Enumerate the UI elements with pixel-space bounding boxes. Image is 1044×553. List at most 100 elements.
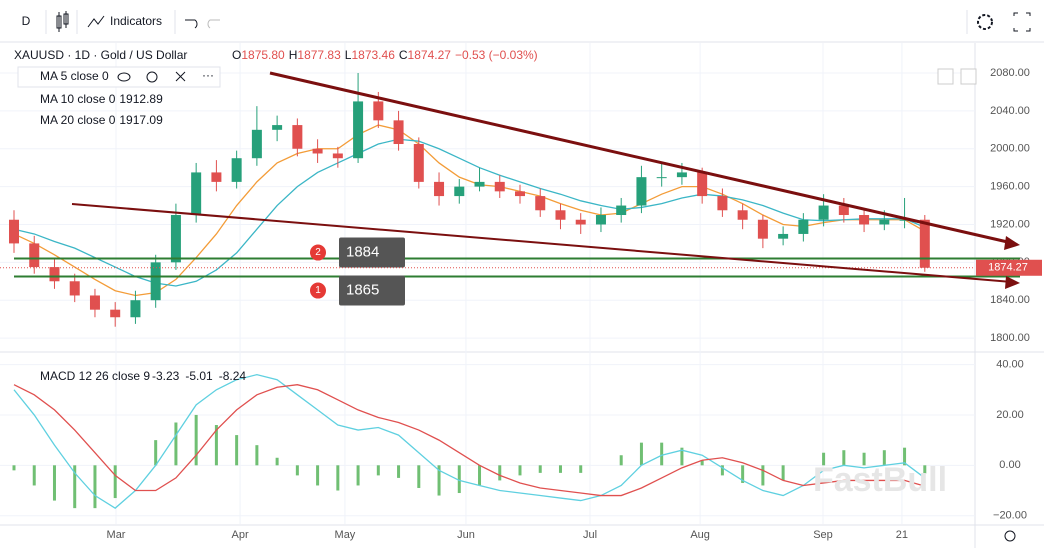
histogram-bar (32, 465, 36, 486)
y-tick-label: 0.00 (999, 459, 1020, 471)
candle-body (170, 215, 181, 263)
candle-body (29, 243, 40, 268)
chart-type-button[interactable] (56, 11, 69, 32)
candle-body (373, 101, 384, 121)
candle-body (231, 158, 242, 182)
histogram-bar (619, 455, 623, 466)
histogram-bar (154, 440, 158, 466)
more-button[interactable]: ··· (202, 68, 214, 82)
legend-value: -8.24 (219, 369, 247, 383)
y-tick-label: 1960.00 (990, 181, 1030, 193)
redo-button[interactable] (207, 19, 220, 29)
level-marker-label: 1 (315, 285, 321, 296)
candle-body (49, 267, 60, 282)
fullscreen-button[interactable] (1013, 12, 1031, 32)
histogram-bar (558, 465, 562, 473)
histogram-bar (437, 465, 441, 496)
candle-body (838, 205, 849, 216)
scroll-down-button[interactable] (937, 68, 954, 85)
watermark: FastBull (813, 461, 947, 499)
candle-body (251, 129, 262, 159)
candle-body (211, 172, 222, 182)
arrow-head (1004, 236, 1020, 250)
screenshot-button[interactable] (960, 68, 977, 85)
candle-body (474, 181, 485, 187)
y-tick-label: 20.00 (996, 409, 1024, 421)
histogram-bar (93, 465, 97, 509)
candle-body (535, 196, 546, 211)
histogram-bar (397, 465, 401, 478)
candle-body (555, 210, 566, 220)
ohlc-key: O (232, 48, 241, 62)
candle-body (616, 205, 627, 216)
ohlc-value: 1877.83 (297, 48, 341, 62)
candle-body (434, 181, 445, 197)
histogram-bar (235, 435, 239, 466)
y-tick-label: 1840.00 (990, 294, 1030, 306)
change: −0.53 (−0.03%) (455, 48, 538, 62)
macd-title: MACD 12 26 close 9 (40, 369, 150, 383)
ma5-label: MA 5 close 0 (40, 69, 109, 83)
candle-body (413, 144, 424, 182)
histogram-bar (842, 450, 846, 466)
y-tick-label: 2040.00 (990, 105, 1030, 117)
y-tick-label: 2080.00 (990, 67, 1030, 79)
series-line (13, 373, 926, 509)
last-price-tag (976, 259, 1042, 276)
visibility-button[interactable] (117, 72, 131, 82)
legend-value: -5.01 (185, 369, 213, 383)
candle-body (656, 177, 667, 179)
level-tag-label: 1884 (346, 244, 379, 261)
candle-body (919, 219, 930, 268)
level-tag-label: 1865 (346, 282, 379, 299)
indicators-button[interactable]: Indicators (110, 14, 162, 28)
candle-body (332, 153, 343, 159)
legend-name: MA 20 close 0 (40, 113, 116, 127)
candle-body (515, 191, 525, 197)
toolbar: D Indicators (0, 10, 1044, 43)
trend-lines (71, 71, 1020, 289)
candle-body (89, 295, 100, 310)
candle-body (454, 186, 465, 197)
candle-body (150, 262, 161, 301)
candle-body (110, 309, 121, 318)
candle-body (798, 219, 809, 234)
series-line (13, 384, 925, 497)
x-tick-label: Sep (813, 529, 833, 541)
candle-body (575, 219, 586, 225)
trend-line (71, 203, 1013, 283)
level-tag (339, 237, 405, 268)
legend: XAUUSD · 1D · Gold / US Dollar MA 5 clos… (14, 48, 538, 383)
remove-button[interactable] (175, 71, 186, 82)
histogram-bar (12, 465, 16, 471)
candle-body (292, 125, 303, 149)
histogram-bar (680, 447, 684, 466)
candle-body (899, 219, 910, 221)
axis-settings-button[interactable] (1004, 530, 1016, 542)
histogram-bar (923, 465, 927, 474)
histogram-bar (417, 465, 421, 488)
histogram-bar (73, 465, 77, 509)
histogram-bar (255, 445, 259, 466)
histogram-bar (457, 465, 461, 494)
histogram-bar (275, 457, 279, 466)
candle-body (717, 196, 728, 211)
series-line (13, 124, 926, 297)
legend-name: MA 10 close 0 (40, 92, 116, 106)
interval-button[interactable]: D (22, 14, 31, 28)
ohlc-key: L (345, 48, 352, 62)
settings-button[interactable] (977, 14, 993, 30)
y-tick-label: −20.00 (993, 510, 1027, 522)
candle-body (191, 172, 202, 216)
x-tick-label: May (335, 529, 356, 541)
candle-body (595, 215, 606, 225)
histogram-bar (376, 465, 380, 476)
histogram-bar (336, 465, 340, 491)
ohlc-key: C (399, 48, 408, 62)
x-tick-label: Jun (457, 529, 475, 541)
undo-button[interactable] (185, 19, 198, 29)
histogram-bar (720, 465, 724, 476)
indicator-settings-button[interactable] (146, 71, 158, 83)
x-tick-label: Mar (107, 529, 126, 541)
